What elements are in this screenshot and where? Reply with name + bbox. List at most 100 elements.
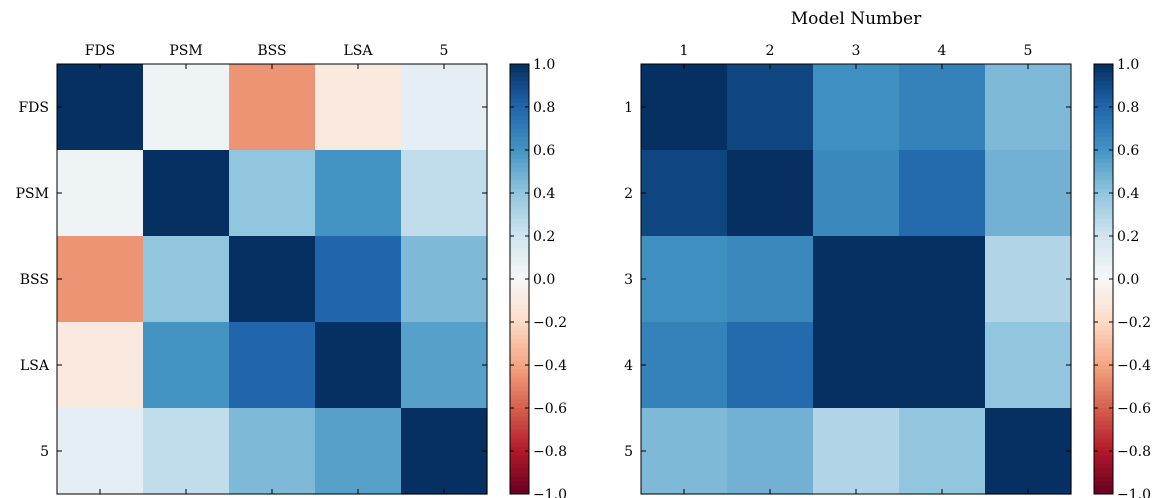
colorbar-strip	[1094, 347, 1113, 353]
colorbar-strip	[1094, 360, 1113, 366]
colorbar-strip	[1094, 244, 1113, 250]
colorbar-strip	[510, 438, 529, 443]
colorbar-strip	[1094, 279, 1113, 284]
colorbar-strip	[1094, 193, 1113, 198]
colorbar-tick-label: 0.0	[1117, 272, 1139, 288]
colorbar-strip	[510, 270, 529, 276]
colorbar-strip	[1094, 459, 1113, 465]
heatmap-cell-r1-c4	[315, 64, 402, 151]
colorbar-strip	[1094, 68, 1113, 74]
colorbar-strip	[510, 330, 529, 336]
colorbar-strip	[510, 425, 529, 430]
colorbar-strip	[510, 481, 529, 486]
colorbar-strip	[1094, 463, 1113, 469]
x-tick-label: 2	[766, 43, 775, 59]
heatmap-cell-r3-c4	[899, 236, 986, 323]
colorbar-strip	[510, 119, 529, 125]
colorbar-tick-label: 0.8	[533, 100, 555, 116]
heatmap-cell-r5-c5	[985, 408, 1072, 495]
colorbar-strip	[1094, 274, 1113, 280]
colorbar-tick-label: −0.6	[533, 401, 567, 417]
colorbar-strip	[510, 240, 529, 246]
colorbar-strip	[510, 115, 529, 121]
colorbar-strip	[1094, 175, 1113, 181]
y-tick-label: FDS	[18, 100, 49, 116]
y-tick-label: LSA	[20, 358, 50, 374]
heatmap-cell-r2-c1	[57, 150, 144, 237]
colorbar-strip	[1094, 253, 1113, 258]
colorbar-strip	[1094, 330, 1113, 336]
colorbar-tick-label: −0.8	[1117, 444, 1151, 460]
colorbar-strip	[1094, 373, 1113, 379]
colorbar-strip	[1094, 291, 1113, 297]
heatmap-cell-r5-c5	[401, 408, 488, 495]
colorbar-strip	[1094, 399, 1113, 405]
colorbar-strip	[510, 175, 529, 181]
colorbar-strip	[1094, 283, 1113, 289]
colorbar-strip	[1094, 72, 1113, 78]
colorbar-strip	[1094, 442, 1113, 448]
colorbar-strip	[510, 322, 529, 327]
colorbar-strip	[510, 334, 529, 340]
colorbar-strip	[510, 231, 529, 237]
colorbar-strip	[510, 98, 529, 104]
colorbar-strip	[510, 102, 529, 108]
colorbar-strip	[510, 420, 529, 426]
colorbar-strip	[510, 201, 529, 207]
heatmap-cell-r5-c4	[315, 408, 402, 495]
heatmap-cell-r5-c3	[813, 408, 900, 495]
colorbar-strip	[1094, 89, 1113, 95]
colorbar-strip	[1094, 180, 1113, 185]
colorbar-strip	[1094, 356, 1113, 362]
colorbar-tick-label: 0.0	[533, 272, 555, 288]
colorbar-strip	[1094, 201, 1113, 207]
colorbar-tick-label: −0.8	[533, 444, 567, 460]
colorbar-strip	[510, 257, 529, 263]
heatmap-cell-r2-c5	[401, 150, 488, 237]
colorbar-strip	[510, 395, 529, 400]
x-tick-label: BSS	[257, 43, 286, 59]
colorbar-strip	[510, 326, 529, 332]
y-tick-label: PSM	[16, 186, 49, 202]
colorbar-strip	[1094, 412, 1113, 418]
heatmap-cell-r3-c2	[143, 236, 230, 323]
colorbar-strip	[1094, 128, 1113, 134]
colorbar-strip	[510, 218, 529, 224]
colorbar-strip	[510, 446, 529, 452]
colorbar-strip	[510, 94, 529, 99]
colorbar-tick-label: −0.6	[1117, 401, 1151, 417]
colorbar-strip	[510, 403, 529, 409]
colorbar-strip	[1094, 446, 1113, 452]
colorbar-strip	[1094, 248, 1113, 254]
x-tick-label: LSA	[344, 43, 374, 59]
y-tick-label: 1	[624, 100, 633, 116]
colorbar-strip	[1094, 124, 1113, 129]
colorbar-strip	[510, 188, 529, 194]
colorbar-strip	[1094, 132, 1113, 138]
colorbar-strip	[510, 253, 529, 258]
heatmap-panel-right: Model Number 1 2 3 4 5 1 2 3 4 5 1.0 0.8 0.6 0.4 0.2 0.0…	[624, 9, 1151, 498]
y-tick-label: 5	[624, 444, 633, 460]
y-tick-label: 5	[40, 444, 49, 460]
colorbar-strip	[510, 279, 529, 284]
colorbar-strip	[1094, 317, 1113, 323]
colorbar-strip	[1094, 455, 1113, 461]
colorbar-strip	[510, 244, 529, 250]
x-tick-label: 5	[440, 43, 449, 59]
colorbar-strip	[510, 416, 529, 422]
colorbar-tick-label: 0.2	[1117, 229, 1139, 245]
colorbar-strip	[1094, 98, 1113, 104]
colorbar-strip	[1094, 433, 1113, 439]
colorbar-strip	[1094, 223, 1113, 228]
colorbar-strip	[510, 111, 529, 117]
colorbar-strip	[1094, 64, 1113, 69]
heatmap-cell-r1-c2	[727, 64, 814, 151]
colorbar-strip	[1094, 240, 1113, 246]
colorbar-strip	[510, 339, 529, 344]
colorbar-strip	[1094, 326, 1113, 332]
y-tick-label: 2	[624, 186, 633, 202]
colorbar-strip	[1094, 287, 1113, 293]
colorbar-strip	[1094, 489, 1113, 495]
heatmap-cell-r4-c3	[229, 322, 316, 409]
colorbar-strip	[510, 463, 529, 469]
